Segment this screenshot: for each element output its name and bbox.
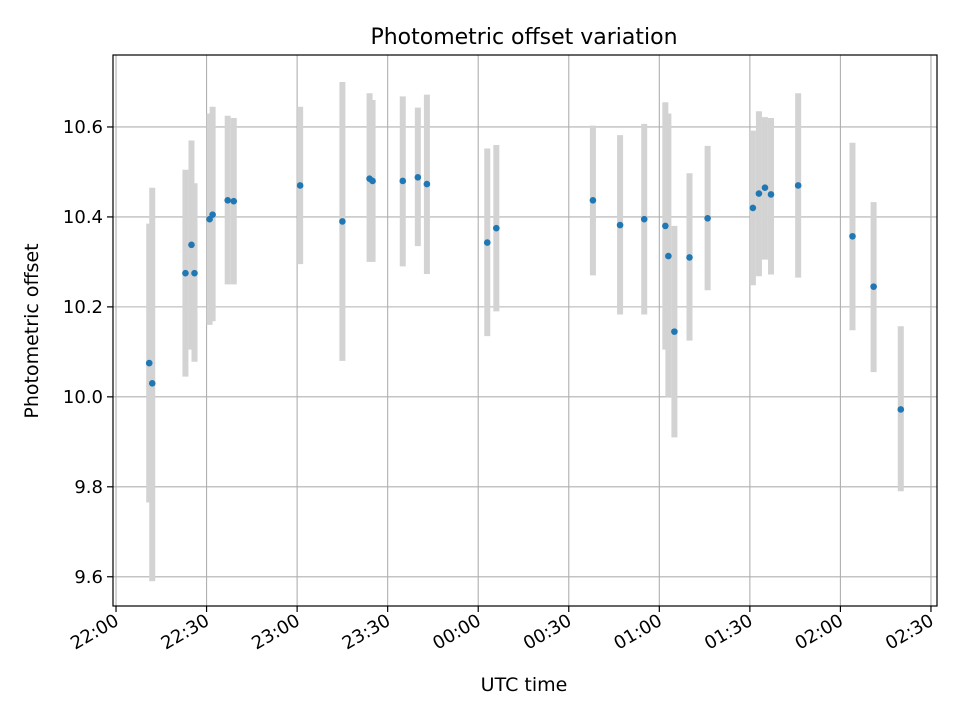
y-axis-ticks: 9.6 9.8 10.0 10.2 10.4 10.6 xyxy=(63,117,113,588)
data-point xyxy=(423,180,431,188)
y-axis-label: Photometric offset xyxy=(21,243,43,418)
data-point xyxy=(767,191,775,198)
data-point xyxy=(686,254,693,261)
y-tick-label: 10.0 xyxy=(63,387,103,408)
data-point xyxy=(145,359,153,367)
y-tick-label: 10.4 xyxy=(63,207,103,228)
data-point xyxy=(148,380,156,387)
grid xyxy=(113,55,937,606)
x-tick-label: 01:30 xyxy=(701,610,756,654)
data-point xyxy=(665,252,672,260)
data-point xyxy=(662,222,669,230)
x-tick-label: 02:30 xyxy=(882,610,937,654)
x-tick-label: 23:00 xyxy=(248,610,303,654)
error-bars xyxy=(146,81,904,582)
x-tick-label: 23:30 xyxy=(339,610,394,654)
data-point xyxy=(369,177,376,185)
data-point xyxy=(640,215,648,223)
y-tick-label: 10.2 xyxy=(63,297,103,318)
data-point xyxy=(296,182,304,189)
data-point xyxy=(794,182,802,189)
x-tick-label: 00:30 xyxy=(520,610,575,654)
data-point xyxy=(230,197,238,205)
x-axis-label: UTC time xyxy=(481,674,568,696)
y-tick-label: 10.6 xyxy=(63,117,103,138)
data-point xyxy=(870,283,877,290)
x-tick-label: 01:00 xyxy=(610,610,665,654)
y-tick-label: 9.6 xyxy=(74,567,103,588)
data-point xyxy=(897,406,905,413)
data-point xyxy=(224,196,231,204)
x-tick-label: 22:30 xyxy=(158,610,213,654)
data-point xyxy=(209,211,216,218)
data-point xyxy=(671,328,678,335)
data-point xyxy=(749,204,757,212)
data-point xyxy=(339,218,346,225)
data-point xyxy=(616,221,624,229)
data-point xyxy=(704,214,711,222)
data-point xyxy=(191,269,198,277)
data-point xyxy=(414,174,422,181)
y-tick-label: 9.8 xyxy=(74,477,103,498)
data-points xyxy=(145,174,905,413)
x-axis-ticks: 22:00 22:30 23:00 23:30 00:00 00:30 01:00 01:30… xyxy=(67,606,937,654)
data-point xyxy=(188,241,195,249)
x-tick-label: 02:00 xyxy=(791,610,846,654)
data-point xyxy=(761,184,769,191)
data-point xyxy=(399,177,407,185)
data-point xyxy=(493,224,500,232)
data-point xyxy=(849,232,856,240)
plot-frame xyxy=(112,54,938,607)
data-point xyxy=(182,269,189,277)
data-point xyxy=(755,190,763,197)
x-tick-label: 22:00 xyxy=(67,610,122,654)
data-point xyxy=(589,196,597,204)
data-point xyxy=(483,239,491,246)
x-tick-label: 00:00 xyxy=(429,610,484,654)
chart-title: Photometric offset variation xyxy=(370,25,677,50)
